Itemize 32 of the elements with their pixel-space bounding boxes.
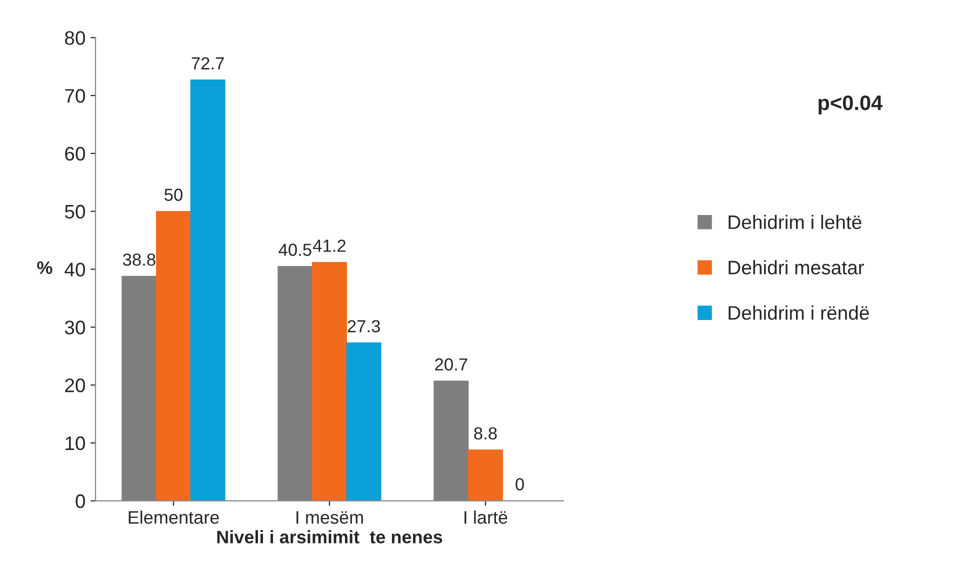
- data-label: 0: [516, 478, 524, 490]
- data-label: 27.3: [348, 320, 380, 332]
- bar: [312, 262, 347, 501]
- x-tick-label: Elementare: [128, 510, 219, 524]
- legend-label: Dehidrim i rëndë: [728, 306, 869, 320]
- y-tick-label: 60: [65, 146, 86, 161]
- data-label: 8.8: [474, 427, 497, 440]
- bar: [190, 80, 226, 501]
- y-tick-label: 20: [65, 378, 86, 392]
- y-tick-label: 70: [65, 89, 86, 103]
- data-label: 72.7: [192, 57, 224, 70]
- data-label: 38.8: [122, 254, 156, 266]
- x-axis-title: Niveli i arsimimit te nenes: [217, 530, 442, 544]
- y-tick-label: 80: [64, 31, 86, 45]
- y-axis-title: %: [37, 261, 52, 274]
- x-tick-label: I lartë: [464, 510, 508, 524]
- x-tick-label: I mesëm: [296, 511, 363, 524]
- y-tick-label: 10: [66, 436, 86, 450]
- data-label: 50: [164, 188, 182, 201]
- data-label: 41.2: [312, 240, 346, 252]
- bar: [156, 210, 191, 501]
- y-tick-label: 50: [64, 204, 86, 219]
- bar: [468, 450, 503, 501]
- y-tick-label: 30: [64, 320, 86, 334]
- legend-label: Dehidrim i lehtë: [728, 214, 862, 230]
- data-label: 20.7: [435, 358, 468, 371]
- legend-label: Dehidri mesatar: [728, 260, 864, 274]
- y-tick-label: 40: [64, 262, 86, 276]
- y-tick-label: 0: [76, 494, 86, 508]
- data-label: 40.5: [278, 244, 312, 256]
- bar: [346, 342, 382, 501]
- text: p<0.04: [818, 95, 883, 114]
